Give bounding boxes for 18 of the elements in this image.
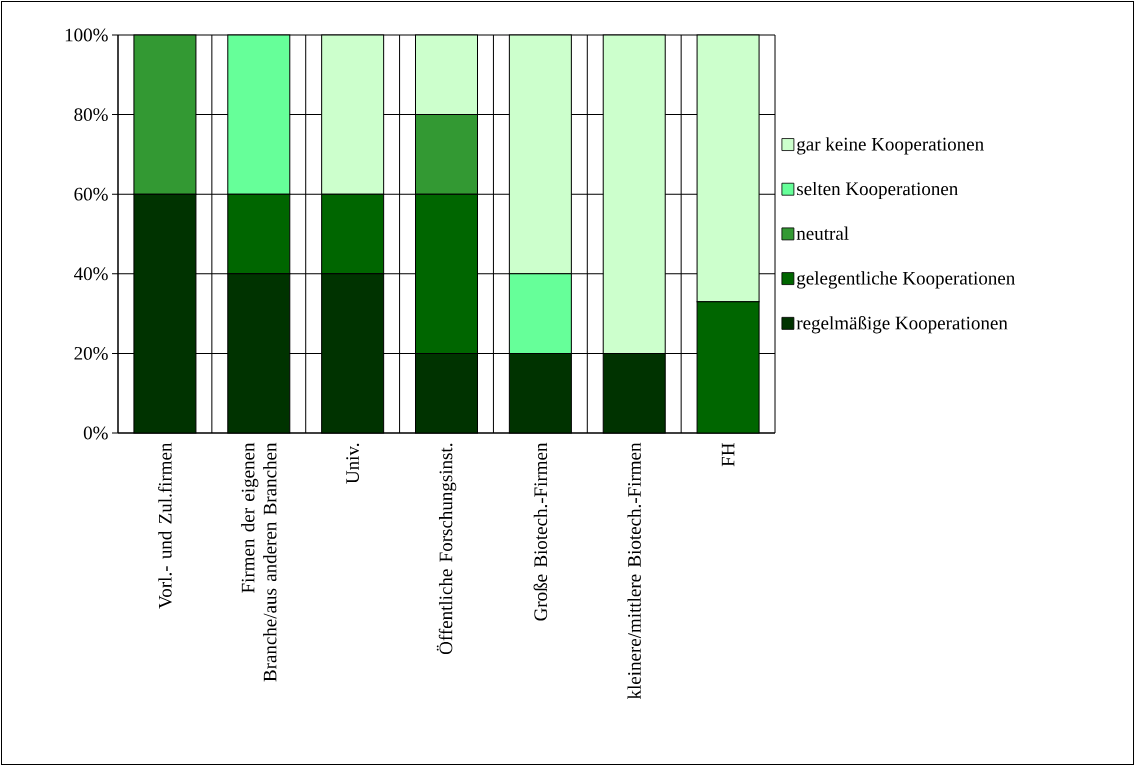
- x-tick-label: Vorl.- und Zul.firmen: [158, 442, 172, 609]
- x-tick-label: Große Biotech.-Firmen: [533, 442, 548, 621]
- y-tick-label: 20%: [74, 346, 108, 360]
- x-tick-label: Öffentliche Forschungsinst.: [436, 443, 457, 655]
- legend-label: gar keine Kooperationen: [797, 137, 984, 155]
- x-tick-label: Firmen der eigenen Branche/aus anderen Branchen: [241, 442, 277, 682]
- x-tick-label: FH: [721, 443, 735, 467]
- y-tick-label: 60%: [74, 187, 108, 201]
- x-tick-label: Univ.: [346, 443, 360, 484]
- x-tick-label: kleinere/mittlere Biotech.-Firmen: [627, 442, 641, 700]
- y-tick-label: 100%: [65, 28, 108, 42]
- y-tick-label: 0%: [83, 426, 108, 440]
- legend-label: regelmäßige Kooperationen: [796, 315, 1008, 334]
- y-tick-label: 80%: [74, 108, 108, 122]
- legend-label: gelegentliche Kooperationen: [797, 271, 1015, 289]
- y-tick-label: 40%: [74, 267, 108, 281]
- legend-label: neutral: [796, 226, 849, 240]
- legend-label: selten Kooperationen: [797, 181, 958, 200]
